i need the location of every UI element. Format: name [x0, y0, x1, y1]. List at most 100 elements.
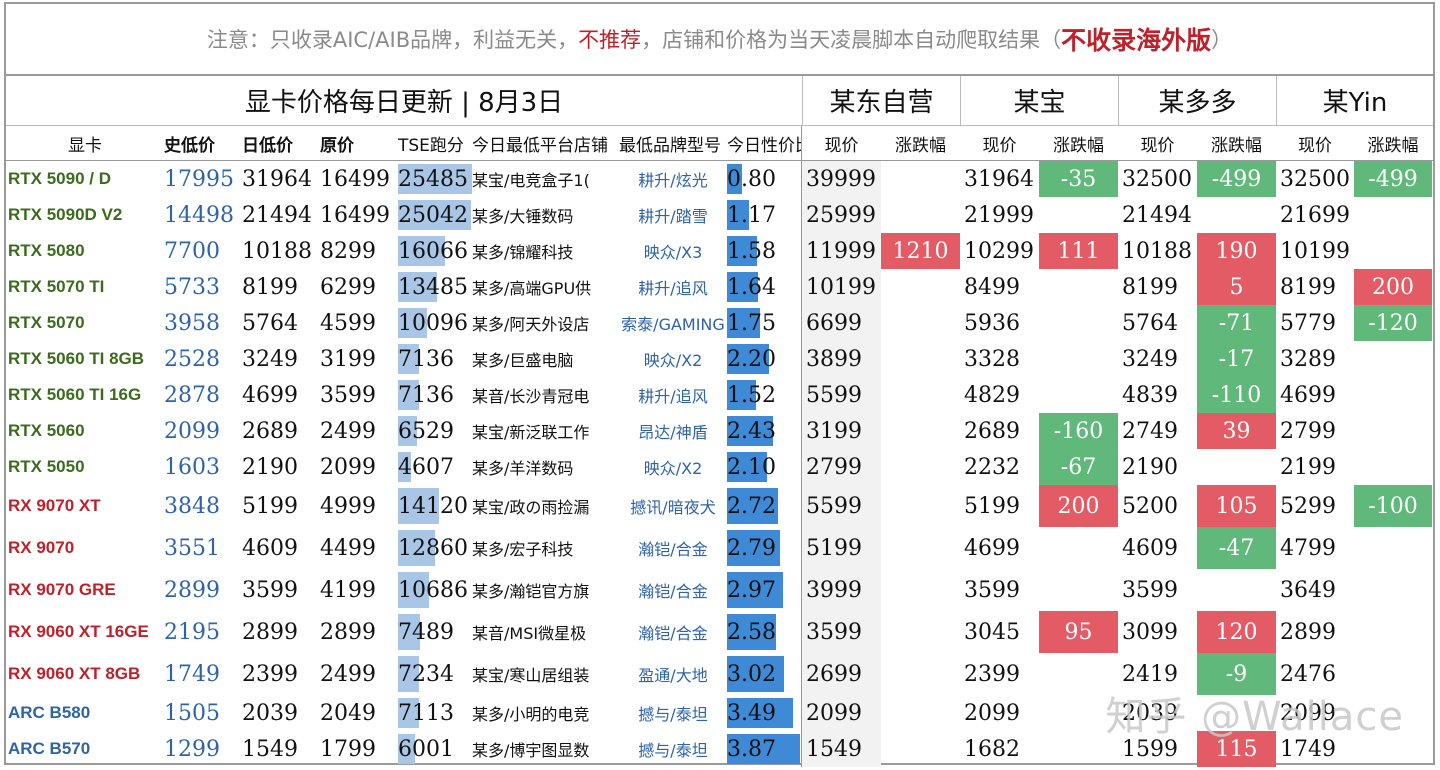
pdd-price: 3599: [1118, 569, 1197, 611]
table-row: RX 9060 XT 16GE 2195 2899 2899 7489 某音/MSI微星极…: [6, 611, 1433, 653]
hist-low-price: 1749: [164, 653, 242, 695]
lowest-brand-model-text: 盈通/大地: [638, 666, 708, 685]
lowest-shop-text: 某多/巨盛电脑: [472, 351, 574, 370]
gpu-name-text: RX 9070 XT: [8, 496, 101, 515]
gpu-name-text: RX 9070: [8, 538, 75, 557]
jd-price-text: 39999: [806, 166, 876, 192]
gpu-name-text: RTX 5080: [8, 241, 85, 260]
value-ratio-text: 2.20: [727, 346, 776, 372]
jd-price: 3599: [802, 611, 881, 653]
pdd-change: -499: [1197, 161, 1276, 197]
lowest-brand-model-text: 耕升/追风: [638, 279, 708, 298]
tb-price-text: 8499: [964, 274, 1020, 300]
pdd-price-text: 2749: [1122, 418, 1178, 444]
gpu-name-text: RX 9070 GRE: [8, 580, 116, 599]
tb-price: 5199: [960, 485, 1039, 527]
tb-price: 3045: [960, 611, 1039, 653]
jd-change-text: 1210: [892, 238, 949, 264]
jd-price-text: 5599: [806, 493, 862, 519]
hist-low-price: 1505: [164, 695, 242, 731]
dy-price-text: 5779: [1280, 310, 1336, 336]
value-ratio: 3.02: [727, 653, 802, 695]
dy-price: 2099: [1276, 695, 1354, 731]
day-low-price: 21494: [242, 197, 320, 233]
hist-low-price: 3958: [164, 305, 242, 341]
jd-price-text: 5599: [806, 382, 862, 408]
lowest-brand-model: 瀚铠/合金: [619, 569, 727, 611]
ratio-bar: [727, 572, 783, 608]
value-ratio: 2.43: [727, 413, 802, 449]
lowest-brand-model-text: 耕升/炫光: [638, 171, 708, 190]
pdd-change-text: 190: [1215, 238, 1258, 264]
dy-price: 3289: [1276, 341, 1354, 377]
pdd-price: 3099: [1118, 611, 1197, 653]
dy-change: -120: [1354, 305, 1432, 341]
pdd-change-text: -110: [1211, 382, 1262, 408]
col-header-pdd-change: 涨跌幅: [1211, 135, 1262, 156]
tse-bar: [398, 164, 472, 194]
jd-price: 1549: [802, 731, 881, 767]
value-ratio: 2.72: [727, 485, 802, 527]
tb-change-text: 95: [1064, 619, 1093, 645]
lowest-shop: 某多/瀚铠官方旗: [472, 569, 619, 611]
original-price-text: 2499: [320, 418, 376, 444]
lowest-shop: 某宝/电竞盒子1(: [472, 161, 619, 197]
pdd-price-text: 3099: [1122, 619, 1178, 645]
jd-price-text: 10199: [806, 274, 876, 300]
day-low-price-text: 4609: [242, 535, 298, 561]
table-row: RX 9060 XT 8GB 1749 2399 2499 7234 某宝/寒山居组装 盈通…: [6, 653, 1433, 695]
table-row: RX 9070 GRE 2899 3599 4199 10686 某多/瀚铠官方旗 瀚铠/合…: [6, 569, 1433, 611]
value-ratio: 1.58: [727, 233, 802, 269]
jd-change: [881, 197, 960, 233]
tb-price: 3328: [960, 341, 1039, 377]
tb-price: 5936: [960, 305, 1039, 341]
day-low-price-text: 4699: [242, 382, 298, 408]
tse-score-text: 4607: [398, 454, 454, 480]
day-low-price-text: 1549: [242, 736, 298, 762]
day-low-price-text: 5199: [242, 493, 298, 519]
table-row: RTX 5090 / D 17995 31964 16499 25485 某宝/电竞盒子1…: [6, 161, 1433, 197]
pdd-change: 190: [1197, 233, 1276, 269]
original-price-text: 3199: [320, 346, 376, 372]
lowest-brand-model-text: 撼与/泰坦: [638, 741, 708, 760]
original-price-text: 4999: [320, 493, 376, 519]
pdd-price-text: 8199: [1122, 274, 1178, 300]
pdd-price-text: 32500: [1122, 166, 1192, 192]
day-low-price-text: 5764: [242, 310, 298, 336]
hist-low-price: 2195: [164, 611, 242, 653]
jd-price-text: 3199: [806, 418, 862, 444]
pdd-price-text: 3599: [1122, 577, 1178, 603]
lowest-shop-text: 某多/锦耀科技: [472, 243, 574, 262]
jd-price-text: 25999: [806, 202, 876, 228]
original-price: 2499: [320, 413, 398, 449]
value-ratio: 1.64: [727, 269, 802, 305]
pdd-price-text: 2039: [1122, 700, 1178, 726]
lowest-shop: 某多/大锤数码: [472, 197, 619, 233]
value-ratio: 3.49: [727, 695, 802, 731]
col-header-tb-price: 现价: [982, 135, 1017, 156]
pdd-change-text: 120: [1215, 619, 1258, 645]
hist-low-price-text: 1749: [164, 661, 220, 687]
col-header-tb-change: 涨跌幅: [1053, 135, 1104, 156]
notice-text-2: ，店铺和价格为当天凌晨脚本自动爬取结果（: [641, 28, 1062, 52]
tb-price-text: 3599: [964, 577, 1020, 603]
col-header-jd-price: 现价: [824, 135, 859, 156]
tse-score: 6529: [398, 413, 472, 449]
table-row: RTX 5060 2099 2689 2499 6529 某宝/新泛联工作 昂达/神盾 2.4…: [6, 413, 1433, 449]
notice-no-overseas: 不收录海外版: [1061, 26, 1212, 55]
col-header-ratio: 今日性价比: [727, 126, 802, 160]
table-body: RTX 5090 / D 17995 31964 16499 25485 某宝/电竞盒子1…: [6, 161, 1433, 767]
jd-price-text: 3999: [806, 577, 862, 603]
jd-change: [881, 569, 960, 611]
jd-price: 6699: [802, 305, 881, 341]
pdd-change-text: -71: [1218, 310, 1255, 336]
pdd-price: 32500: [1118, 161, 1197, 197]
lowest-shop: 某音/MSI微星极: [472, 611, 619, 653]
lowest-shop-text: 某多/羊洋数码: [472, 459, 574, 478]
tb-price: 1682: [960, 731, 1039, 767]
lowest-shop-text: 某宝/政の雨捡漏: [472, 498, 590, 517]
pdd-change: [1197, 449, 1276, 485]
tb-price: 2232: [960, 449, 1039, 485]
original-price: 2049: [320, 695, 398, 731]
lowest-brand-model-text: 撼与/泰坦: [638, 705, 708, 724]
